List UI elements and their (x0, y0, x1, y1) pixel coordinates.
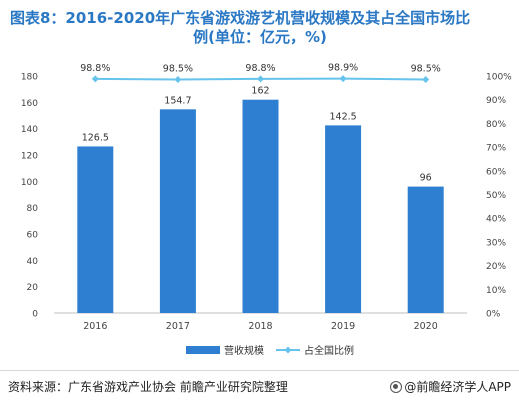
y-left-tick-label: 160 (21, 99, 38, 109)
footer-divider (0, 370, 519, 371)
bar (325, 125, 362, 313)
ratio-point (174, 76, 182, 84)
y-left-tick-label: 0 (32, 310, 38, 320)
y-right-tick-label: 0% (486, 310, 501, 320)
y-right-tick-label: 70% (486, 144, 506, 154)
bar (159, 109, 196, 313)
y-right-tick-label: 50% (486, 191, 506, 201)
y-right-tick-label: 20% (486, 262, 506, 272)
chart-title: 图表8：2016-2020年广东省游戏游艺机营收规模及其占全国市场比 例(单位：… (10, 9, 510, 47)
y-left-tick-label: 140 (21, 125, 38, 135)
y-left-tick-label: 60 (27, 231, 39, 241)
x-tick-label: 2018 (248, 321, 272, 332)
chart-title-line1: 图表8：2016-2020年广东省游戏游艺机营收规模及其占全国市场比 (10, 9, 471, 27)
y-right-tick-label: 30% (486, 238, 506, 248)
brand-credit: @前瞻经济学人APP (390, 378, 511, 395)
y-left-tick-label: 100 (21, 178, 38, 188)
brand-logo-icon (390, 381, 403, 393)
source-note: 资料来源：广东省游戏产业协会 前瞻产业研究院整理 (8, 380, 288, 394)
brand-text: @前瞻经济学人APP (404, 380, 511, 394)
ratio-value-label: 98.8% (245, 63, 275, 74)
ratio-point (339, 75, 347, 83)
legend-line-label: 占全国比例 (304, 344, 354, 357)
legend-line-marker (284, 346, 292, 354)
y-right-tick-label: 80% (486, 120, 506, 130)
bar (407, 186, 444, 313)
ratio-value-label: 98.5% (411, 64, 441, 75)
bar (77, 146, 114, 313)
ratio-point (422, 76, 430, 84)
ratio-value-label: 98.9% (328, 63, 358, 74)
x-tick-label: 2016 (83, 321, 107, 332)
bar-value-label: 96 (420, 173, 432, 184)
ratio-point (257, 75, 264, 83)
x-tick-label: 2019 (331, 321, 355, 332)
bar-value-label: 126.5 (82, 132, 109, 143)
legend-bar-label: 营收规模 (224, 344, 264, 357)
chart-title-line2: 例(单位：亿元，%) (193, 28, 327, 46)
y-left-tick-label: 40 (27, 257, 39, 267)
y-left-tick-label: 20 (27, 283, 39, 293)
ratio-value-label: 98.5% (163, 64, 193, 75)
y-right-tick-label: 40% (486, 215, 506, 225)
ratio-point (91, 75, 99, 83)
bar-value-label: 162 (251, 86, 269, 97)
y-right-tick-label: 60% (486, 167, 506, 177)
y-right-tick-label: 10% (486, 286, 506, 296)
x-tick-label: 2020 (414, 321, 438, 332)
bar (242, 99, 279, 313)
bar-value-label: 142.5 (329, 111, 356, 122)
y-left-tick-label: 120 (21, 152, 38, 162)
bar-value-label: 154.7 (164, 95, 191, 106)
y-right-tick-label: 100% (486, 73, 512, 83)
x-tick-label: 2017 (166, 321, 190, 332)
y-left-tick-label: 180 (21, 73, 38, 83)
ratio-value-label: 98.8% (80, 63, 110, 74)
y-right-tick-label: 90% (486, 96, 506, 106)
y-left-tick-label: 80 (27, 204, 39, 214)
legend-bar-swatch (186, 346, 220, 354)
